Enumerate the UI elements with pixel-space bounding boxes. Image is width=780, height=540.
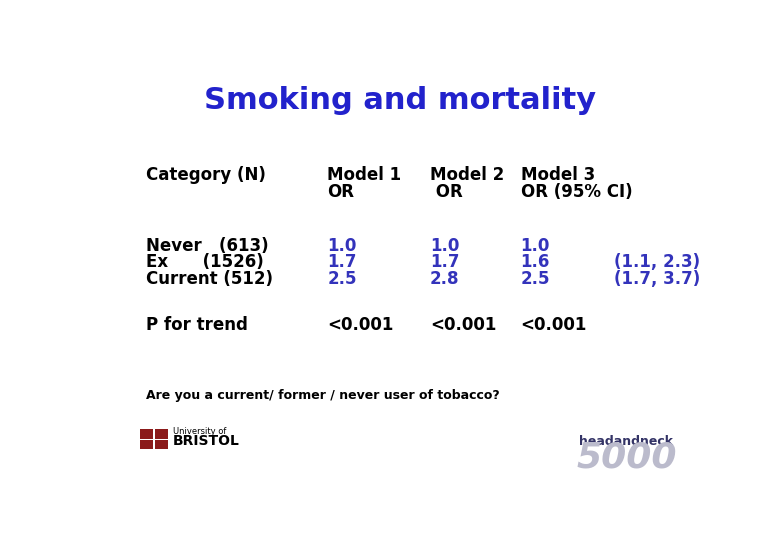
Text: <0.001: <0.001 [521,316,587,334]
Text: <0.001: <0.001 [430,316,496,334]
Text: 5000: 5000 [576,441,677,475]
Text: Model 2: Model 2 [430,166,504,184]
FancyBboxPatch shape [140,429,153,438]
Text: 2.5: 2.5 [521,270,550,288]
Text: 1.0: 1.0 [521,237,550,255]
Text: 2.8: 2.8 [430,270,459,288]
Text: P for trend: P for trend [146,316,248,334]
Text: Model 3: Model 3 [521,166,595,184]
Text: Current (512): Current (512) [146,270,273,288]
Text: Category (N): Category (N) [146,166,266,184]
Text: 1.0: 1.0 [430,237,459,255]
Text: Ex      (1526): Ex (1526) [146,253,264,271]
Text: (1.7, 3.7): (1.7, 3.7) [615,270,700,288]
FancyBboxPatch shape [140,440,153,449]
Text: Never   (613): Never (613) [146,237,268,255]
Text: Are you a current/ former / never user of tobacco?: Are you a current/ former / never user o… [146,389,500,402]
Text: Model 1: Model 1 [328,166,402,184]
Text: 1.7: 1.7 [328,253,356,271]
Text: 1.6: 1.6 [521,253,550,271]
FancyBboxPatch shape [155,429,168,438]
Text: 2.5: 2.5 [328,270,356,288]
Text: 1.7: 1.7 [430,253,459,271]
Text: 1.0: 1.0 [328,237,356,255]
Text: headandneck: headandneck [580,435,673,448]
Text: OR: OR [430,183,463,201]
Text: <0.001: <0.001 [328,316,394,334]
FancyBboxPatch shape [155,440,168,449]
Text: OR (95% CI): OR (95% CI) [521,183,633,201]
Text: (1.1, 2.3): (1.1, 2.3) [615,253,700,271]
Text: BRISTOL: BRISTOL [173,434,240,448]
Text: OR: OR [328,183,354,201]
Text: Smoking and mortality: Smoking and mortality [204,86,596,114]
Text: University of: University of [173,427,226,436]
